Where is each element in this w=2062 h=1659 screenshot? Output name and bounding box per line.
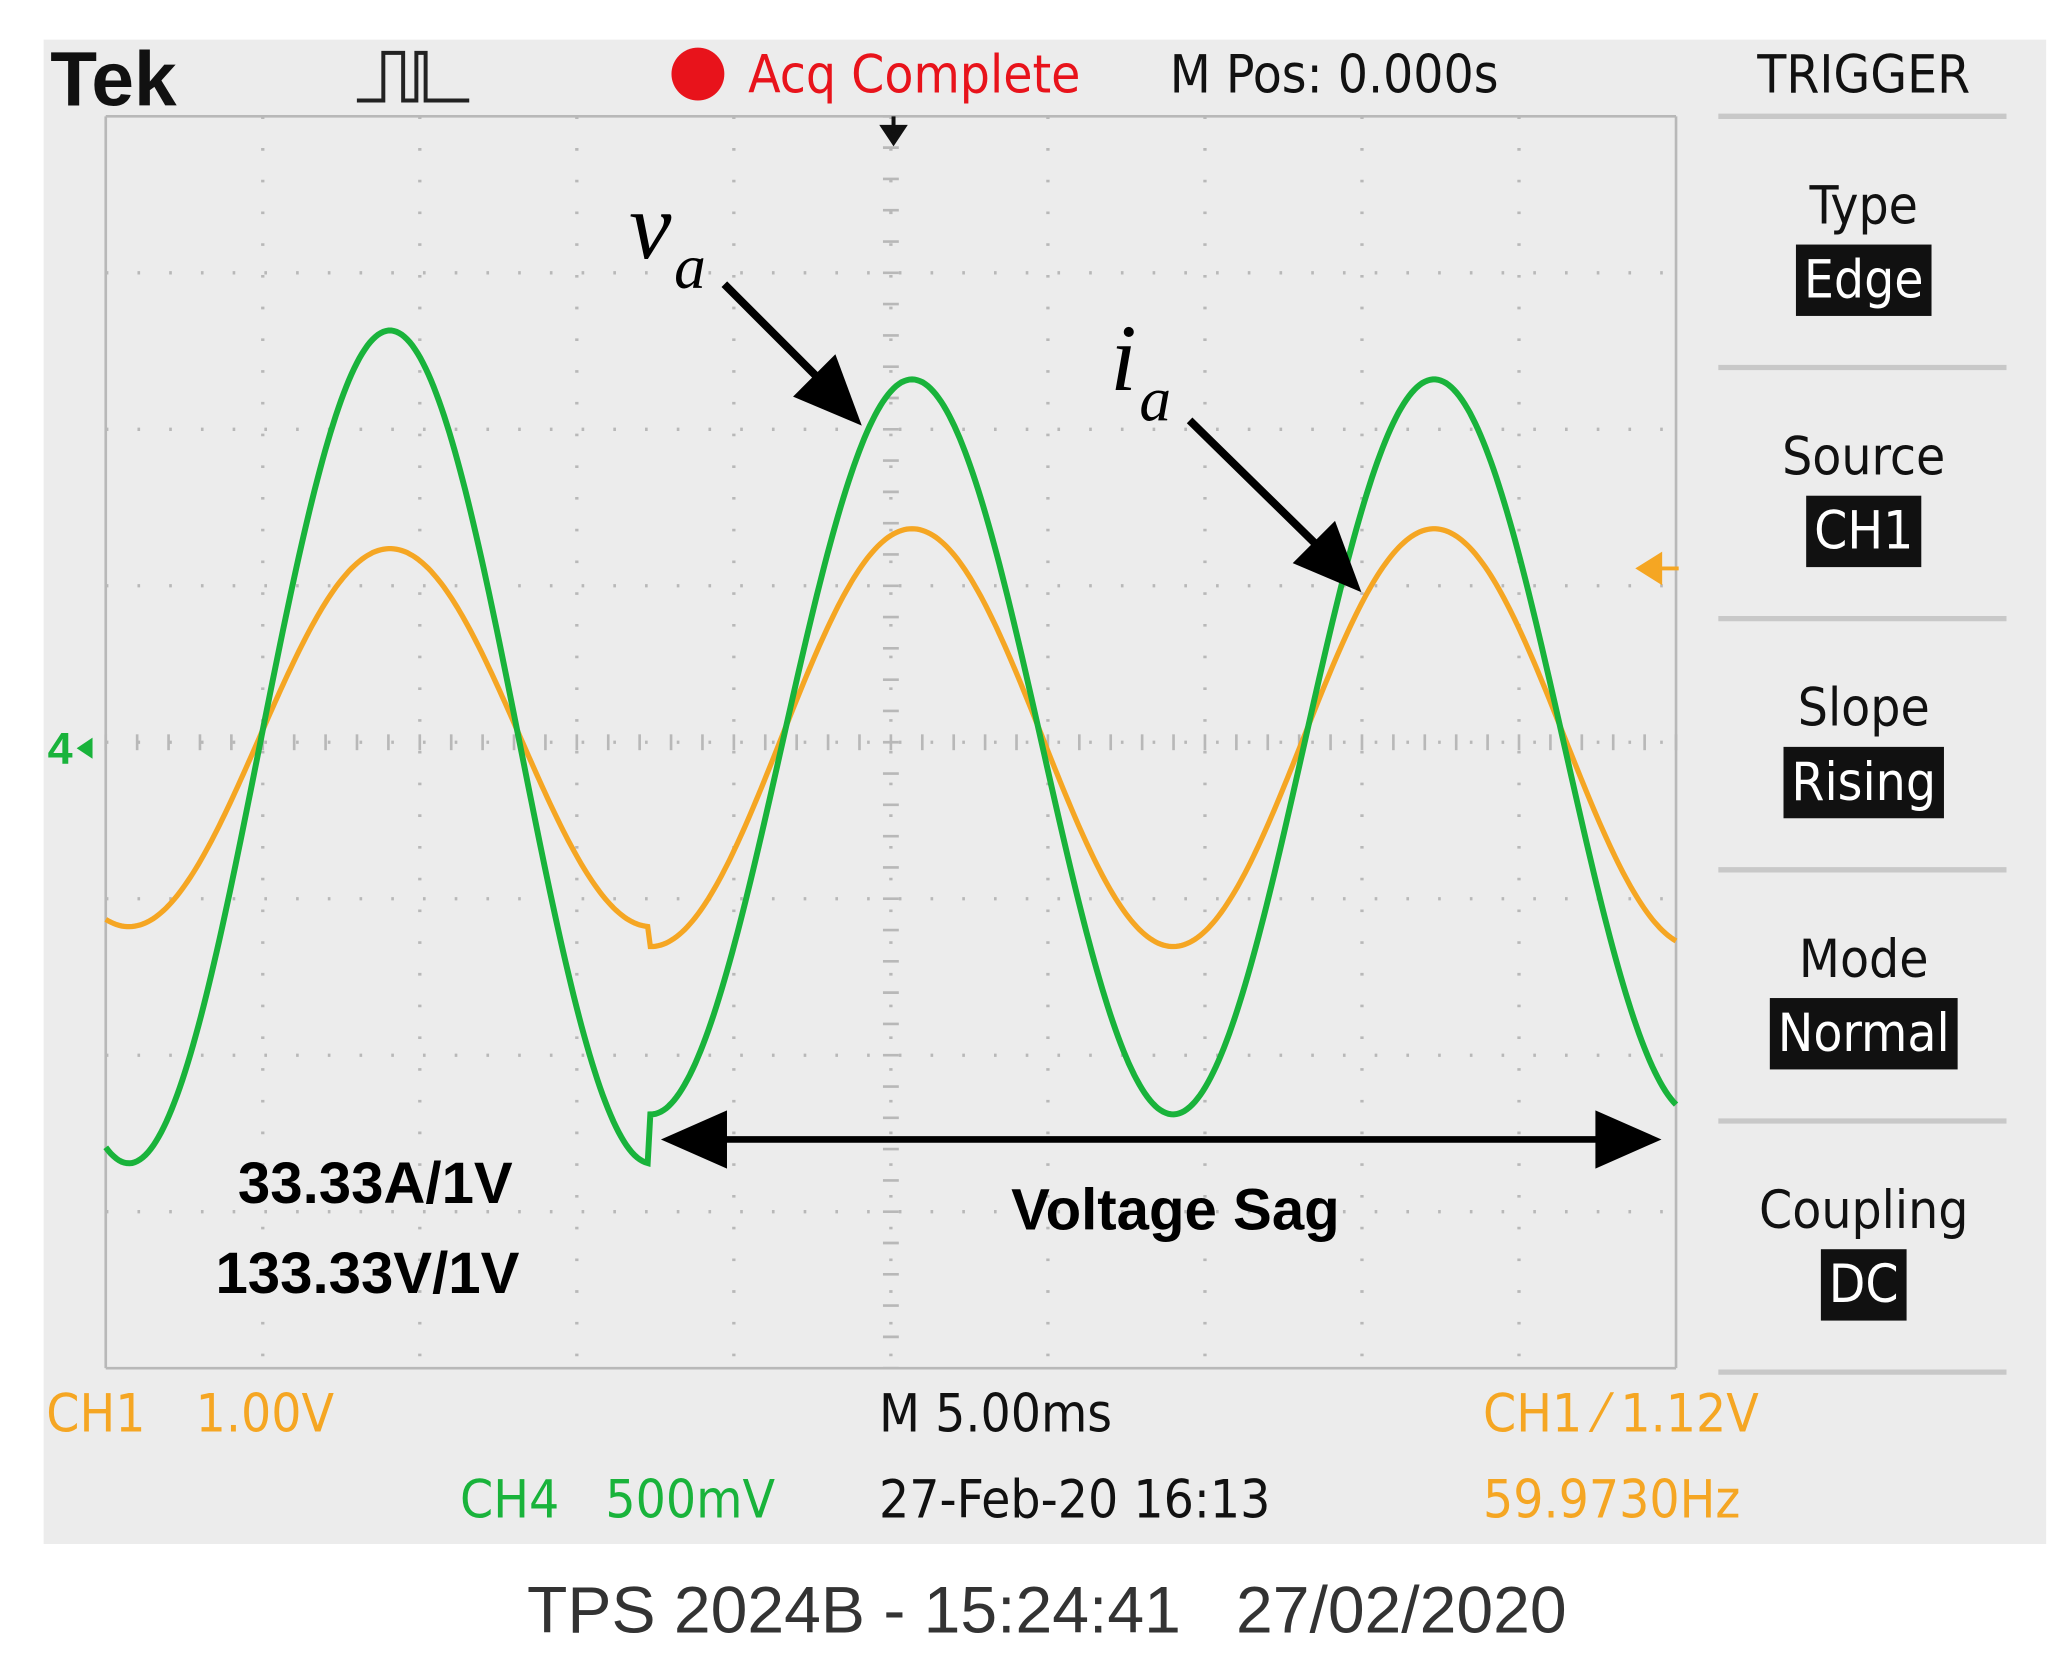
- menu-value: Rising: [1791, 752, 1936, 813]
- voltage-arrow-head: [793, 354, 862, 426]
- menu-label: Coupling: [1759, 1180, 1968, 1241]
- frequency: 59.9730Hz: [1483, 1470, 1740, 1531]
- menu-value-box: [1769, 998, 1958, 1070]
- trigger-level-marker: [1635, 551, 1679, 586]
- graticule: [104, 115, 1678, 1370]
- status-dot: [671, 47, 725, 101]
- trigger-position-marker: [879, 116, 908, 147]
- status: Acq Complete: [748, 45, 1080, 106]
- menu-value-box: [1795, 244, 1932, 316]
- waveforms: [103, 327, 1679, 1167]
- menu-label: Mode: [1799, 929, 1929, 990]
- ch4-marker-arrow: [76, 737, 93, 759]
- event-label: Voltage Sag: [1011, 1177, 1340, 1242]
- menu-value: Edge: [1804, 249, 1924, 310]
- ch4-marker: 4: [48, 723, 73, 774]
- brand: Tek: [50, 38, 177, 123]
- current-trace: [104, 526, 1678, 950]
- annotation-arrows: [660, 281, 1662, 1169]
- menu-value: Normal: [1778, 1003, 1950, 1064]
- voltage-symbol: v: [629, 173, 672, 279]
- menu-value: DC: [1829, 1254, 1899, 1315]
- menu-label: Type: [1809, 175, 1918, 236]
- ch4-scale: 500mV: [605, 1470, 775, 1531]
- trigger-level: CH1 ⁄ 1.12V: [1483, 1384, 1759, 1445]
- menu-value-box: [1783, 746, 1944, 819]
- pulse-icon: [356, 50, 470, 103]
- menu-value-box: [1806, 495, 1922, 568]
- menu-title: TRIGGER: [1756, 45, 1970, 106]
- datetime: 27-Feb-20 16:13: [879, 1470, 1270, 1531]
- caption: TPS 2024B - 15:24:41 27/02/2020: [527, 1574, 1567, 1648]
- trigger-menu: Type Edge Source CH1 Slope Rising Mode Normal Co…: [1718, 113, 2007, 1375]
- ch1-scale: 1.00V: [196, 1384, 335, 1445]
- voltage-arrow-shaft: [721, 281, 829, 389]
- timebase: M 5.00ms: [879, 1384, 1112, 1445]
- voltage-trace: [103, 327, 1679, 1167]
- current-arrow-head: [1292, 520, 1362, 593]
- current-symbol: i: [1110, 305, 1136, 411]
- menu-value-box: [1820, 1249, 1907, 1321]
- menu-label: Source: [1782, 427, 1945, 488]
- menu-label: Slope: [1798, 678, 1930, 739]
- screen-background: [43, 39, 2047, 1544]
- voltage-scale: 133.33V/1V: [215, 1241, 519, 1306]
- ch4-name: CH4: [460, 1470, 559, 1531]
- voltage-subscript: a: [674, 231, 706, 302]
- current-scale: 33.33A/1V: [238, 1151, 513, 1216]
- current-arrow-shaft: [1186, 417, 1328, 556]
- ch1-name: CH1: [46, 1384, 145, 1445]
- position: M Pos: 0.000s: [1170, 45, 1499, 106]
- menu-value: CH1: [1814, 501, 1913, 562]
- current-subscript: a: [1139, 363, 1171, 434]
